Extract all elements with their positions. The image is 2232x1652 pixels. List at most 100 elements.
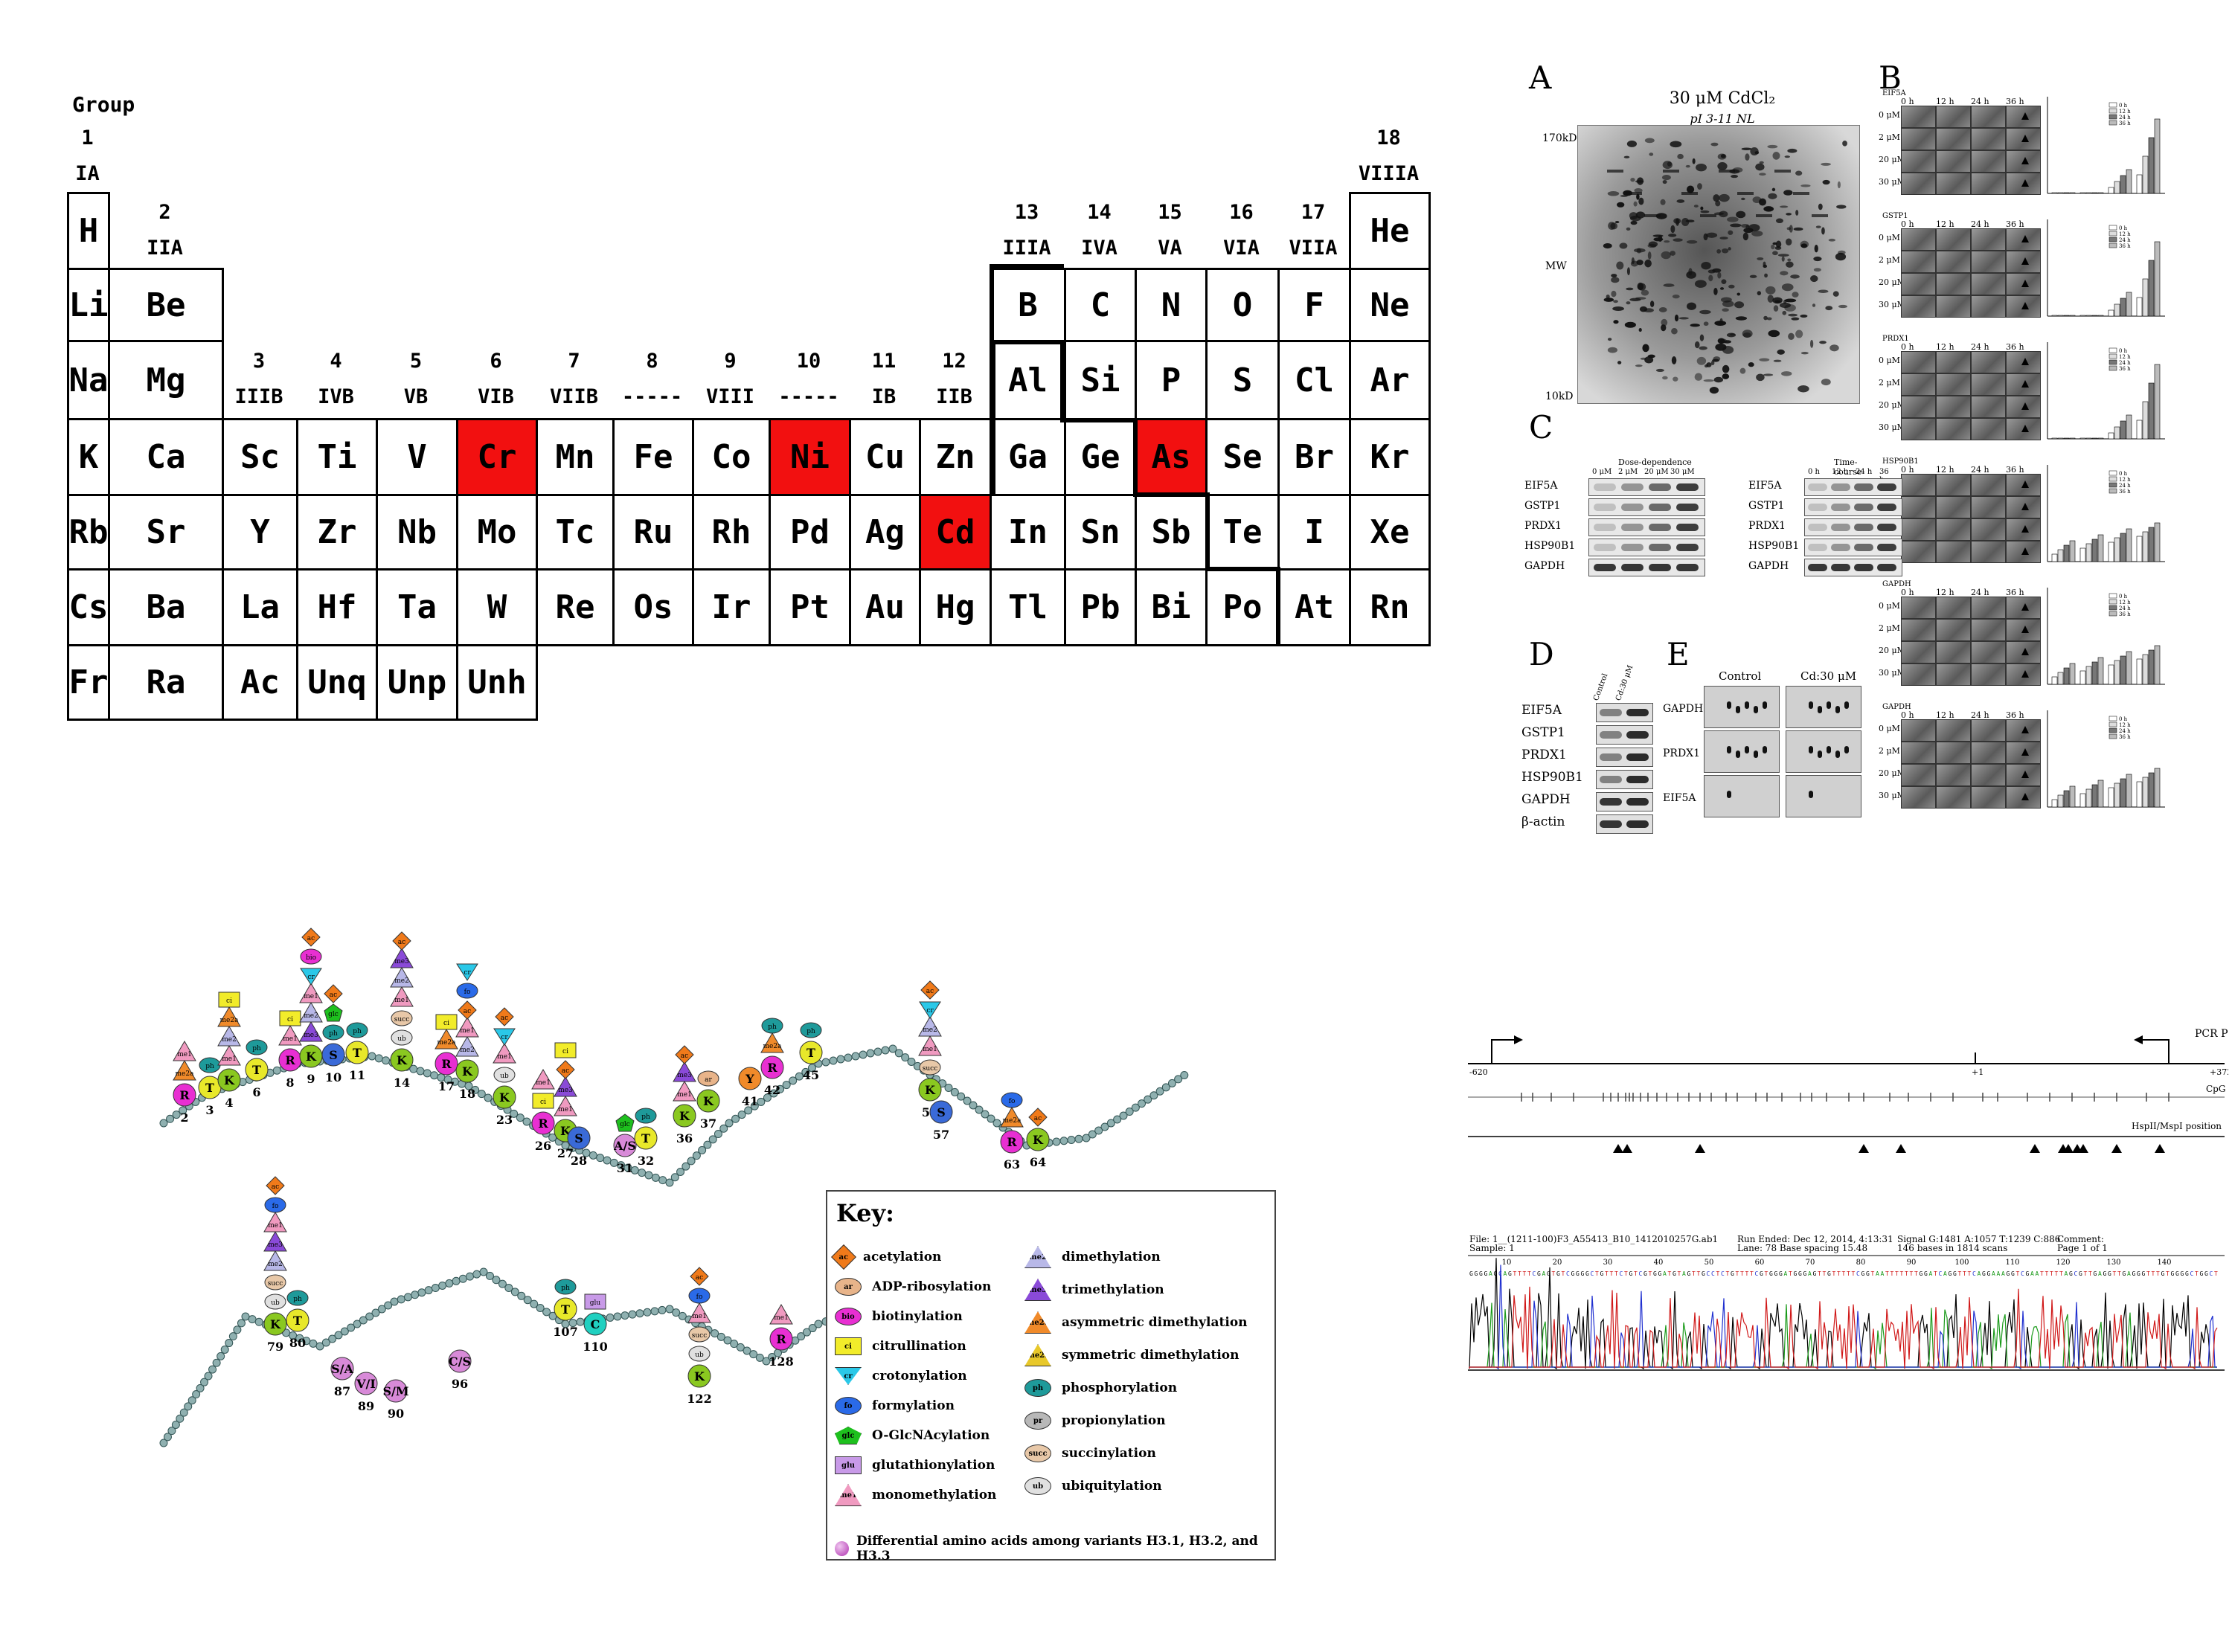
b-bar (2097, 437, 2104, 440)
base-call: T (1905, 1270, 1908, 1277)
gel-spot (1781, 256, 1785, 262)
svg-text:T: T (205, 1081, 214, 1095)
svg-text:K: K (703, 1094, 714, 1108)
base-call: A (1929, 1270, 1933, 1277)
base-call: G (1585, 1270, 1589, 1277)
gel-spot (1792, 292, 1799, 298)
blot-band (1626, 753, 1649, 761)
metal-boundary-line (990, 340, 1064, 344)
arrowhead-icon (2021, 503, 2029, 510)
site-number: 4 (225, 1096, 233, 1110)
gel-streak (1700, 214, 1716, 217)
b-bar (2126, 651, 2132, 685)
b-dose-label: 20 μM (1879, 768, 1905, 778)
b-bar (2142, 777, 2149, 808)
residue-bead (901, 1053, 910, 1062)
base-call: G (2011, 1270, 2015, 1277)
b-dose-label: 30 μM (1879, 791, 1905, 800)
gel-spot (1751, 231, 1763, 237)
gel-spot (1822, 179, 1830, 185)
b-bar-chart: 0 h12 h24 h36 h (2047, 710, 2165, 808)
residue-bead (159, 1119, 168, 1128)
b-protein-label: PRDX1 (1882, 335, 1909, 343)
base-call: T (1968, 1270, 1972, 1277)
element-cs: Cs (67, 568, 110, 646)
base-call: T (1634, 1270, 1638, 1277)
spot-image (1936, 742, 1971, 764)
base-call: T (1823, 1270, 1827, 1277)
base-call: T (2088, 1270, 2092, 1277)
histone-residue: A/S31 (613, 1134, 637, 1175)
ptm-marker-me1: me1 (455, 1016, 479, 1038)
gel-spot (1661, 175, 1671, 181)
blot-band (1594, 564, 1616, 571)
me1-icon: me1 (835, 1484, 862, 1506)
hpa-site-icon (1859, 1144, 1869, 1153)
b-bar (2154, 118, 2161, 194)
ptm-marker-label: me1 (283, 1035, 298, 1043)
ptm-marker-me1: me1 (554, 1095, 577, 1116)
group-9-number: 9 (724, 350, 737, 373)
ptm-marker-label: ci (443, 1020, 449, 1027)
gel-spot (1771, 244, 1775, 250)
d-blot-strip (1596, 814, 1653, 834)
b-bar (2091, 539, 2098, 562)
arrowhead-icon (2021, 525, 2029, 533)
key-row-cr: cr crotonylation (835, 1363, 1043, 1389)
gel-spot (1763, 264, 1768, 269)
group-1-roman: IA (75, 162, 100, 185)
base-call: T (1750, 1270, 1754, 1277)
ptm-marker-me1: me1 (390, 986, 414, 1007)
element-unp: Unp (376, 644, 458, 721)
blot-band (1626, 820, 1649, 828)
hpa-label: HspII/MspI position (2132, 1121, 2222, 1131)
base-index-tick: 50 (1705, 1259, 1714, 1267)
base-index-tick: 120 (2056, 1259, 2070, 1267)
base-call: C (2190, 1270, 2194, 1277)
ptm-marker-me2a: me2a (434, 1028, 458, 1050)
gel-spot (1676, 199, 1685, 203)
d-blot-strip (1596, 792, 1653, 811)
residue-bead (196, 1383, 205, 1392)
element-ba: Ba (108, 568, 224, 646)
b-time-label: 12 h (1936, 97, 1954, 106)
residue-bead (651, 1173, 660, 1182)
site-number: 3 (205, 1103, 214, 1117)
b-bar (2148, 772, 2155, 808)
blot-spot (1745, 746, 1749, 753)
spot-image (1901, 106, 1936, 128)
d-protein-label: HSP90B1 (1521, 770, 1583, 785)
blot-spot (1844, 746, 1849, 753)
svg-text:C: C (591, 1317, 600, 1331)
b-time-label: 0 h (1901, 465, 1914, 475)
gel-spot (1706, 232, 1718, 238)
base-call: G (1537, 1270, 1541, 1277)
base-call: C (1533, 1270, 1536, 1277)
gel-spot (1809, 339, 1814, 348)
gel-spot (1790, 274, 1800, 279)
element-pt: Pt (769, 568, 851, 646)
b-bar (2091, 784, 2098, 808)
panel-label-d: D (1529, 636, 1554, 672)
gel-spot (1713, 356, 1721, 361)
gel-spot (1748, 224, 1760, 232)
residue-bead (1155, 1087, 1164, 1096)
arrowhead-icon (2021, 380, 2029, 388)
b-bar (2069, 315, 2076, 317)
spot-image (1901, 663, 1936, 686)
base-call: G (2200, 1270, 2204, 1277)
key-abbr: bio (841, 1312, 855, 1321)
base-call: T (1934, 1270, 1937, 1277)
base-call: G (1484, 1270, 1488, 1277)
key-row-succ: succ succinylation (1024, 1440, 1270, 1467)
element-h: H (67, 192, 110, 270)
residue-bead (992, 1119, 1001, 1128)
hpa-site-icon (2030, 1144, 2040, 1153)
ptm-marker-label: ub (500, 1073, 509, 1080)
base-call: C (1856, 1270, 1860, 1277)
group-15-number: 15 (1158, 201, 1182, 224)
element-sb: Sb (1135, 494, 1208, 571)
gel-spot (1782, 310, 1787, 315)
histone-residue: Y41 (738, 1067, 762, 1108)
ptm-marker-label: me1 (394, 997, 409, 1004)
